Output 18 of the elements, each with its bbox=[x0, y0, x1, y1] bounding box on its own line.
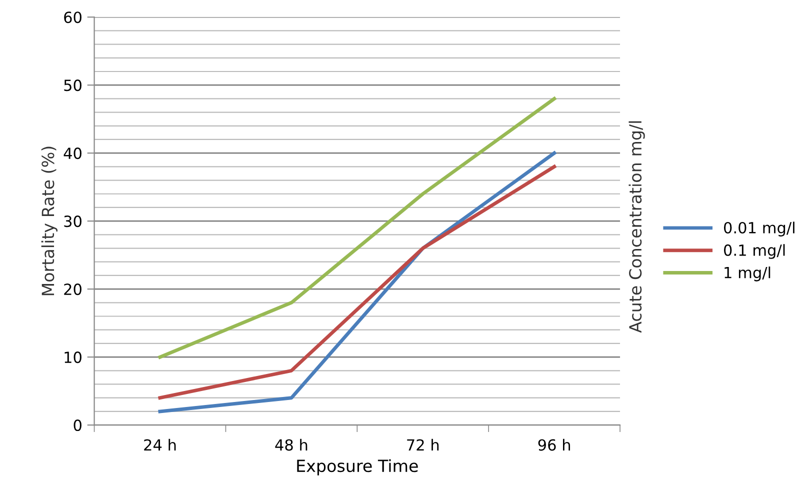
x-tick-label: 24 h bbox=[144, 438, 176, 451]
y-tick-label: 60 bbox=[64, 12, 82, 24]
line-series bbox=[158, 96, 556, 359]
y-tick-label: 50 bbox=[64, 80, 82, 92]
legend-label: 1 mg/l bbox=[724, 266, 770, 282]
x-tick-label: 48 h bbox=[275, 438, 308, 451]
y-tick-label: 0 bbox=[74, 420, 82, 432]
legend-label: 0.1 mg/l bbox=[724, 244, 785, 259]
y-tick-label: 30 bbox=[64, 216, 82, 228]
y-axis-title: Mortality Rate (%) bbox=[41, 146, 58, 296]
legend-label: 0.01 mg/l bbox=[724, 222, 794, 236]
x-tick-label: 96 h bbox=[538, 438, 570, 451]
y-tick-label: 40 bbox=[64, 148, 82, 160]
y-tick-label: 20 bbox=[64, 284, 82, 296]
x-axis-title: Exposure Time bbox=[297, 459, 418, 476]
x-tick-label: 72 h bbox=[407, 438, 439, 451]
legend-title: Acute Concentration mg/l bbox=[628, 121, 645, 333]
y-tick-label: 10 bbox=[64, 352, 82, 364]
